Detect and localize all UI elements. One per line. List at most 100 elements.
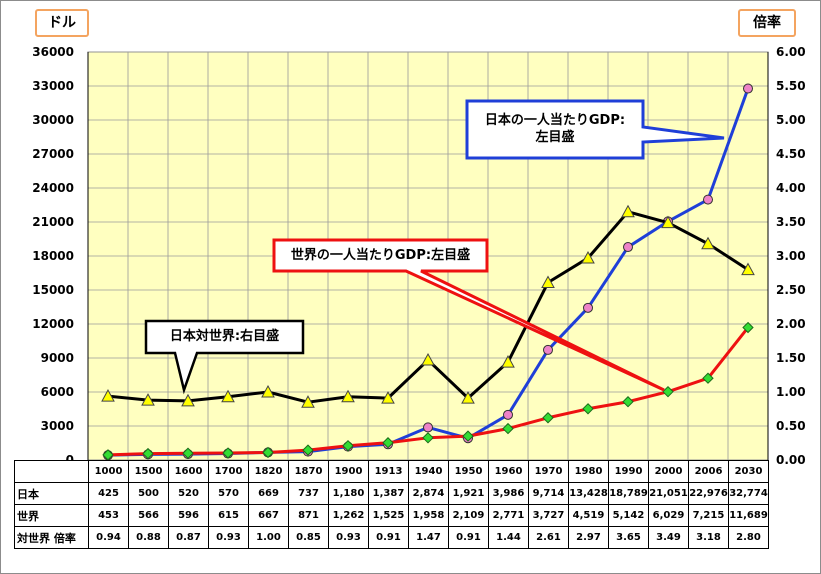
table-cell: 500 [128,482,169,505]
data-point-diamond [542,412,554,424]
table-year-cell: 2006 [688,460,729,483]
data-point-diamond [342,439,354,452]
table-cell: 2.61 [528,526,569,549]
left-tick-label: 30000 [32,113,74,127]
table-cell: 18,789 [608,482,649,505]
table-cell: 1,958 [408,504,449,527]
japan-callout-shape [465,99,725,160]
table-row-ratio: 対世界 倍率 0.94 0.88 0.87 0.93 1.00 0.85 0.93 0.91 1… [14,526,769,549]
table-cell: 13,428 [568,482,609,505]
data-point-triangle [421,352,435,366]
left-tick-label: 6000 [41,385,74,399]
data-point-triangle [101,389,115,402]
data-point-diamond [102,449,114,461]
right-tick-label: 5.50 [776,79,806,93]
right-tick-label: 3.50 [776,215,806,229]
left-tick-label: 15000 [32,283,74,297]
table-cell: 1.00 [248,526,289,549]
table-cell: 7,215 [688,504,729,527]
table-cell: 3.49 [648,526,689,549]
japan-callout-text: 日本の一人当たりGDP: 左目盛 [467,112,643,146]
data-point-triangle [461,391,475,404]
table-cell: 1,180 [328,482,369,505]
table-cell: 1,387 [368,482,409,505]
table-year-cell: 1913 [368,460,409,483]
left-axis-unit: ドル [35,9,89,37]
right-axis-ticks: 0.00 0.50 1.00 1.50 2.00 2.50 3.00 3.50 4.00 4.50… [776,45,806,467]
table-cell: 4,519 [568,504,609,527]
data-point-diamond [382,437,394,449]
data-point-circle [743,83,753,94]
table-cell: 2,109 [448,504,489,527]
table-cell: 0.88 [128,526,169,549]
table-cell: 596 [168,504,209,527]
table-cell: 3.65 [608,526,649,549]
table-cell: 0.91 [448,526,489,549]
data-point-triangle [301,395,315,408]
data-point-triangle [221,389,235,403]
table-year-cell: 1500 [128,460,169,483]
table-cell: 1,262 [328,504,369,527]
data-point-circle [543,344,553,355]
data-point-triangle [541,275,555,289]
data-point-diamond [502,422,514,435]
left-tick-label: 18000 [32,249,74,263]
table-cell: 0.93 [328,526,369,549]
table-cell: 32,774 [728,482,769,505]
table-cell: 3,986 [488,482,529,505]
ratio-callout-text: 日本対世界:右目盛 [169,329,280,344]
table-cell: 2,874 [408,482,449,505]
table-cell: 425 [88,482,129,505]
data-point-triangle [381,391,395,404]
right-tick-label: 3.00 [776,249,806,263]
left-tick-label: 21000 [32,215,74,229]
data-point-circle [623,242,633,253]
data-point-diamond [662,385,674,398]
right-tick-label: 2.50 [776,283,806,297]
data-point-diamond [182,447,194,459]
data-point-triangle [341,389,355,403]
left-tick-label: 33000 [32,79,74,93]
table-year-cell: 2000 [648,460,689,483]
callout-layer [144,99,725,395]
data-point-diamond [302,444,314,456]
data-point-circle [583,302,593,313]
data-point-diamond [742,321,754,334]
table-cell: 871 [288,504,329,527]
table-cell: 0.94 [88,526,129,549]
right-tick-label: 0.00 [776,453,806,467]
data-point-triangle [621,204,635,218]
left-tick-label: 12000 [32,317,74,331]
table-cell: 2.80 [728,526,769,549]
table-year-cell: 2030 [728,460,769,483]
table-year-cell: 1990 [608,460,649,483]
data-point-triangle [181,393,195,407]
right-tick-label: 0.50 [776,419,806,433]
table-cell: 3.18 [688,526,729,549]
table-cell: 6,029 [648,504,689,527]
data-point-circle [503,409,513,420]
table-row-label: 世界 [14,504,89,527]
data-point-diamond [142,447,154,460]
table-year-cell: 1870 [288,460,329,483]
data-table: 1000 1500 1600 1700 1820 1870 1900 1913 1940 1950… [14,460,769,549]
left-axis-ticks: 0300060009000120001500018000210002400027… [32,45,74,467]
table-year-cell: 1700 [208,460,249,483]
right-tick-label: 5.00 [776,113,806,127]
table-cell: 11,689 [728,504,769,527]
table-corner [14,460,89,483]
right-axis-unit: 倍率 [738,9,796,37]
world-callout-shape [272,238,665,392]
table-cell: 0.91 [368,526,409,549]
table-year-cell: 1000 [88,460,129,483]
table-year-cell: 1970 [528,460,569,483]
data-point-triangle [741,262,755,276]
table-year-cell: 1940 [408,460,449,483]
table-header-row: 1000 1500 1600 1700 1820 1870 1900 1913 1940 1950… [14,460,769,483]
data-point-diamond [422,432,434,444]
table-cell: 570 [208,482,249,505]
table-cell: 520 [168,482,209,505]
table-row-world: 世界 453 566 596 615 667 871 1,262 1,525 1,958 2,10… [14,504,769,527]
data-point-circle [703,194,713,205]
table-cell: 0.85 [288,526,329,549]
